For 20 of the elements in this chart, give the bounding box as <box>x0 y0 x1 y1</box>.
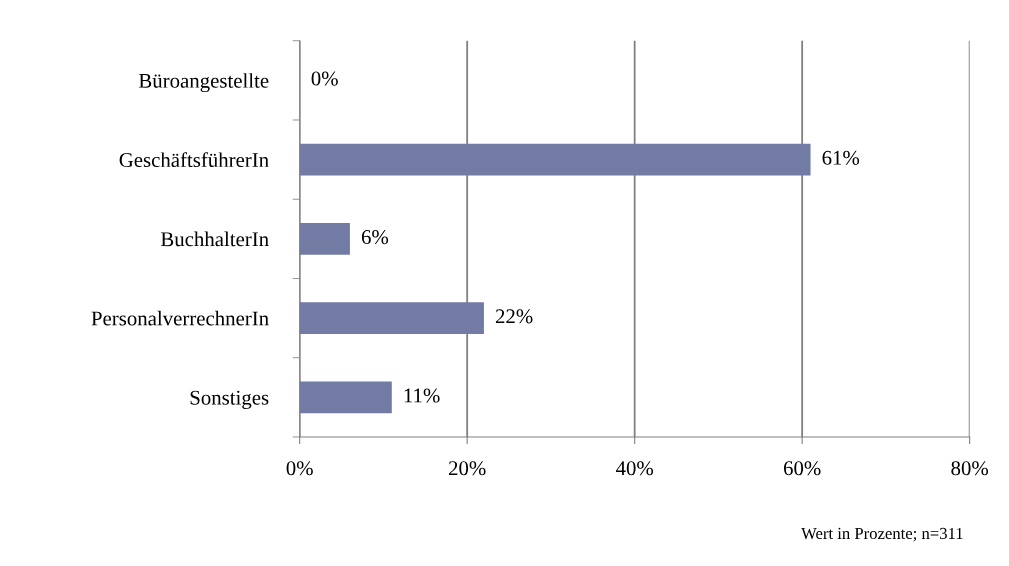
y-tick-label: BuchhalterIn <box>160 231 269 247</box>
bar <box>299 143 811 176</box>
y-tick-label: Büroangestellte <box>138 73 269 93</box>
x-tick-label: 20% <box>448 461 486 476</box>
bar <box>299 381 392 414</box>
y-tick-label: PersonalverrechnerIn <box>91 310 269 326</box>
data-label: 11% <box>404 388 440 403</box>
text: Wert in Prozente; n=311 <box>801 527 963 542</box>
x-tick-label: 40% <box>615 461 654 476</box>
bar <box>299 223 350 255</box>
y-tick-label: Sonstiges <box>190 390 269 410</box>
data-label: 0% <box>311 71 338 86</box>
data-label: 6% <box>361 230 389 245</box>
x-tick-label: 60% <box>783 461 821 476</box>
data-label: 61% <box>822 150 860 165</box>
data-label: 22% <box>495 309 533 324</box>
y-tick-label: GeschäftsführerIn <box>119 152 269 168</box>
bar <box>299 302 484 334</box>
x-tick-label: 0% <box>286 461 313 476</box>
x-tick-label: 80% <box>951 461 989 476</box>
